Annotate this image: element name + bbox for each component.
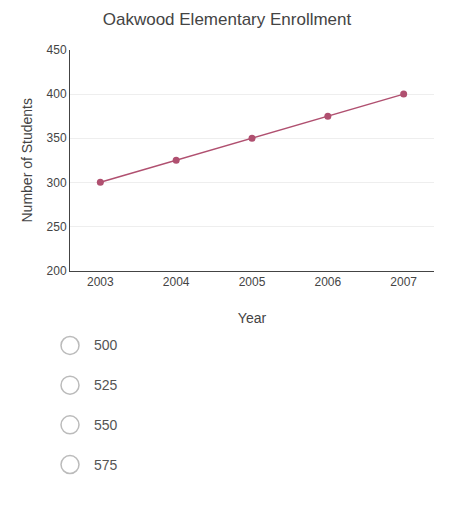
svg-text:450: 450 — [47, 43, 67, 57]
svg-text:200: 200 — [47, 264, 67, 278]
svg-text:500: 500 — [94, 337, 118, 353]
svg-text:300: 300 — [47, 176, 67, 190]
svg-text:Oakwood Elementary Enrollment: Oakwood Elementary Enrollment — [103, 10, 352, 29]
svg-text:350: 350 — [47, 131, 67, 145]
svg-text:Year: Year — [238, 310, 267, 326]
svg-text:550: 550 — [94, 417, 118, 433]
svg-text:2004: 2004 — [163, 275, 190, 289]
svg-text:250: 250 — [47, 220, 67, 234]
svg-text:400: 400 — [47, 87, 67, 101]
svg-text:2003: 2003 — [87, 275, 114, 289]
svg-text:2007: 2007 — [390, 275, 417, 289]
svg-text:525: 525 — [94, 377, 118, 393]
svg-text:Number of Students: Number of Students — [19, 98, 35, 223]
svg-text:2005: 2005 — [239, 275, 266, 289]
svg-text:2006: 2006 — [314, 275, 341, 289]
svg-text:575: 575 — [94, 457, 118, 473]
